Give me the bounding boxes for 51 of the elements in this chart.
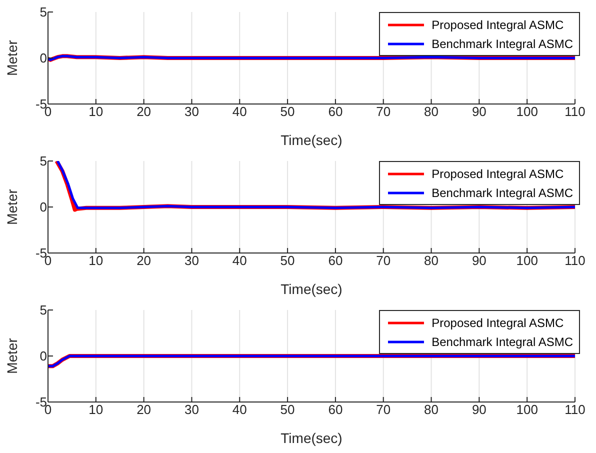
legend-label: Proposed Integral ASMC xyxy=(432,18,564,32)
x-tick-label: 60 xyxy=(328,253,343,268)
x-tick-label: 100 xyxy=(516,253,538,268)
y-tick-label: 0 xyxy=(40,348,47,364)
x-tick-label: 80 xyxy=(424,253,439,268)
x-tick-label: 30 xyxy=(184,104,199,120)
x-axis-title: Time(sec) xyxy=(280,281,342,297)
x-tick-label: 20 xyxy=(136,402,152,418)
x-tick-label: 90 xyxy=(472,402,486,418)
y-axis-title: Meter xyxy=(4,40,20,76)
x-tick-label: 100 xyxy=(516,402,538,418)
x-tick-label: 80 xyxy=(424,402,439,418)
x-tick-label: 50 xyxy=(280,104,295,120)
x-tick-label: 90 xyxy=(472,104,486,120)
x-tick-label: 80 xyxy=(424,104,439,120)
x-tick-label: 60 xyxy=(328,402,343,418)
legend-label: Proposed Integral ASMC xyxy=(432,316,564,330)
x-tick-label: 40 xyxy=(232,104,247,120)
y-tick-label: 0 xyxy=(40,50,47,66)
x-tick-label: 70 xyxy=(376,253,391,268)
x-tick-label: 90 xyxy=(472,253,486,268)
x-tick-label: 40 xyxy=(232,253,247,268)
x-tick-label: 20 xyxy=(136,104,152,120)
legend-label: Proposed Integral ASMC xyxy=(432,166,564,180)
x-tick-label: 70 xyxy=(376,104,391,120)
x-tick-label: 50 xyxy=(280,402,295,418)
legend-label: Benchmark Integral ASMC xyxy=(432,334,573,348)
y-axis-title: Meter xyxy=(4,338,20,374)
y-tick-label: 0 xyxy=(40,200,47,215)
x-tick-label: 60 xyxy=(328,104,343,120)
x-tick-label: 110 xyxy=(564,402,586,418)
y-axis-title: Meter xyxy=(4,188,20,225)
x-tick-label: 50 xyxy=(280,253,295,268)
x-tick-label: 110 xyxy=(564,253,586,268)
y-tick-label: 5 xyxy=(40,302,47,318)
x-tick-label: 70 xyxy=(376,402,391,418)
y-tick-label: 5 xyxy=(40,154,47,169)
x-tick-label: 30 xyxy=(184,402,199,418)
legend-label: Benchmark Integral ASMC xyxy=(432,36,573,50)
x-tick-label: 20 xyxy=(136,253,152,268)
x-axis-title: Time(sec) xyxy=(280,430,342,446)
x-tick-label: 100 xyxy=(516,104,538,120)
y-tick-label: 5 xyxy=(40,4,47,20)
x-tick-label: 110 xyxy=(564,104,586,120)
x-tick-label: 10 xyxy=(88,104,104,120)
x-tick-label: 30 xyxy=(184,253,199,268)
legend-label: Benchmark Integral ASMC xyxy=(432,186,573,200)
x-tick-label: 10 xyxy=(88,402,104,418)
x-axis-title: Time(sec) xyxy=(280,132,342,148)
x-tick-label: 10 xyxy=(88,253,104,268)
x-tick-label: 40 xyxy=(232,402,247,418)
